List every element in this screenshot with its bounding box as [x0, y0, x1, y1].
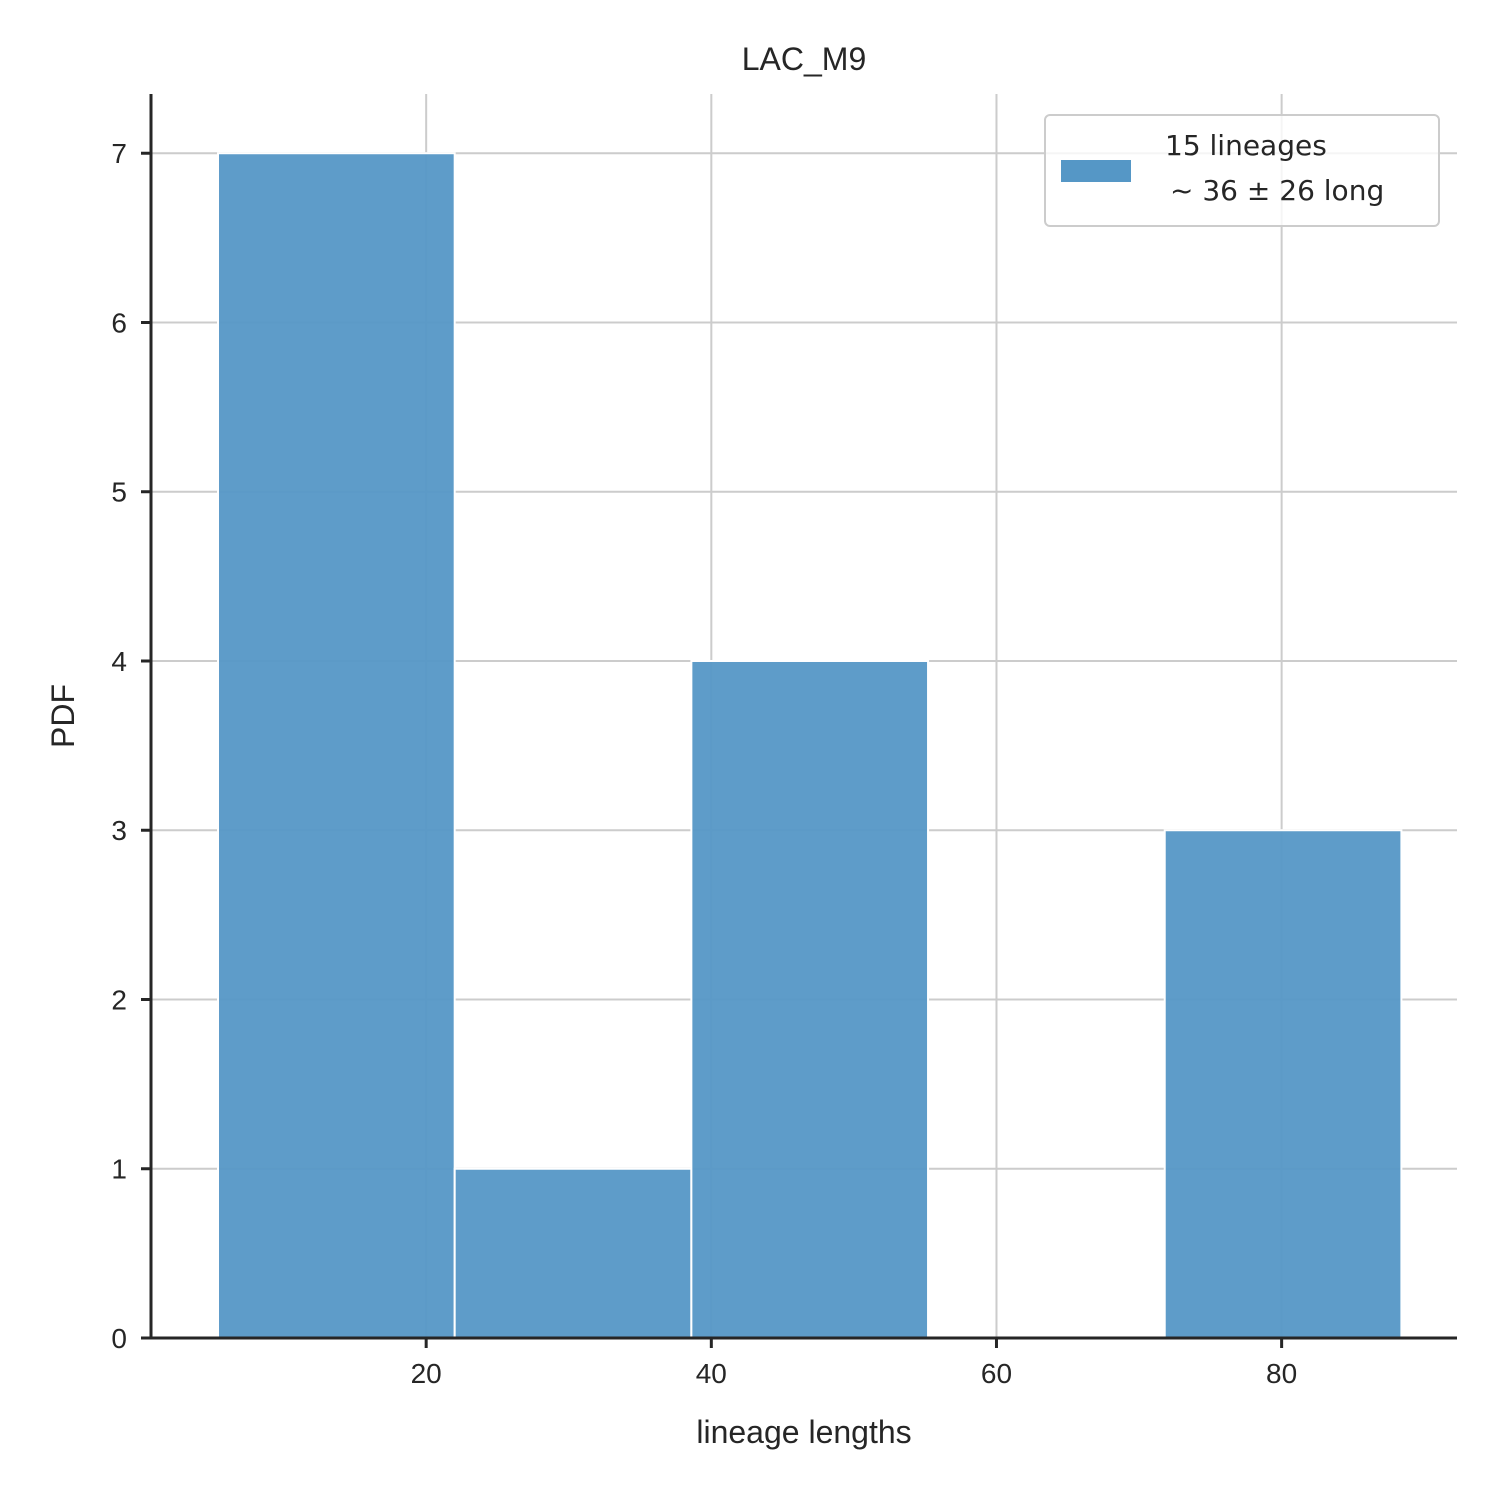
axes-spines [149, 94, 1457, 1340]
y-axis-ticks: 0 1 2 3 4 5 6 7 [111, 138, 151, 1354]
legend-box [1044, 114, 1440, 227]
y-tick-label: 2 [111, 984, 127, 1015]
x-axis-label: lineage lengths [696, 1414, 911, 1450]
chart-title: LAC_M9 [742, 41, 867, 77]
y-tick-label: 0 [111, 1323, 127, 1354]
legend: 15 lineages ~ 36 ± 26 long [1044, 114, 1440, 227]
y-tick-label: 4 [111, 646, 127, 677]
x-tick-label: 40 [696, 1358, 727, 1389]
legend-label-line2: ~ 36 ± 26 long [1170, 174, 1384, 207]
histogram-bar [690, 659, 930, 1339]
histogram-bar [217, 152, 456, 1340]
x-tick-label: 80 [1266, 1358, 1297, 1389]
x-tick-label: 60 [981, 1358, 1012, 1389]
legend-label-line1: 15 lineages [1165, 129, 1327, 162]
y-axis-label: PDF [45, 684, 81, 748]
legend-swatch [1061, 160, 1131, 182]
histogram-bars [217, 152, 1403, 1340]
y-tick-label: 7 [111, 138, 127, 169]
y-tick-label: 1 [111, 1154, 127, 1185]
x-axis-ticks: 20 40 60 80 [411, 1338, 1297, 1389]
y-tick-label: 3 [111, 815, 127, 846]
histogram-bar [453, 1167, 693, 1339]
x-tick-label: 20 [411, 1358, 442, 1389]
y-tick-label: 5 [111, 477, 127, 508]
y-tick-label: 6 [111, 307, 127, 338]
histogram-bar [1163, 829, 1403, 1339]
